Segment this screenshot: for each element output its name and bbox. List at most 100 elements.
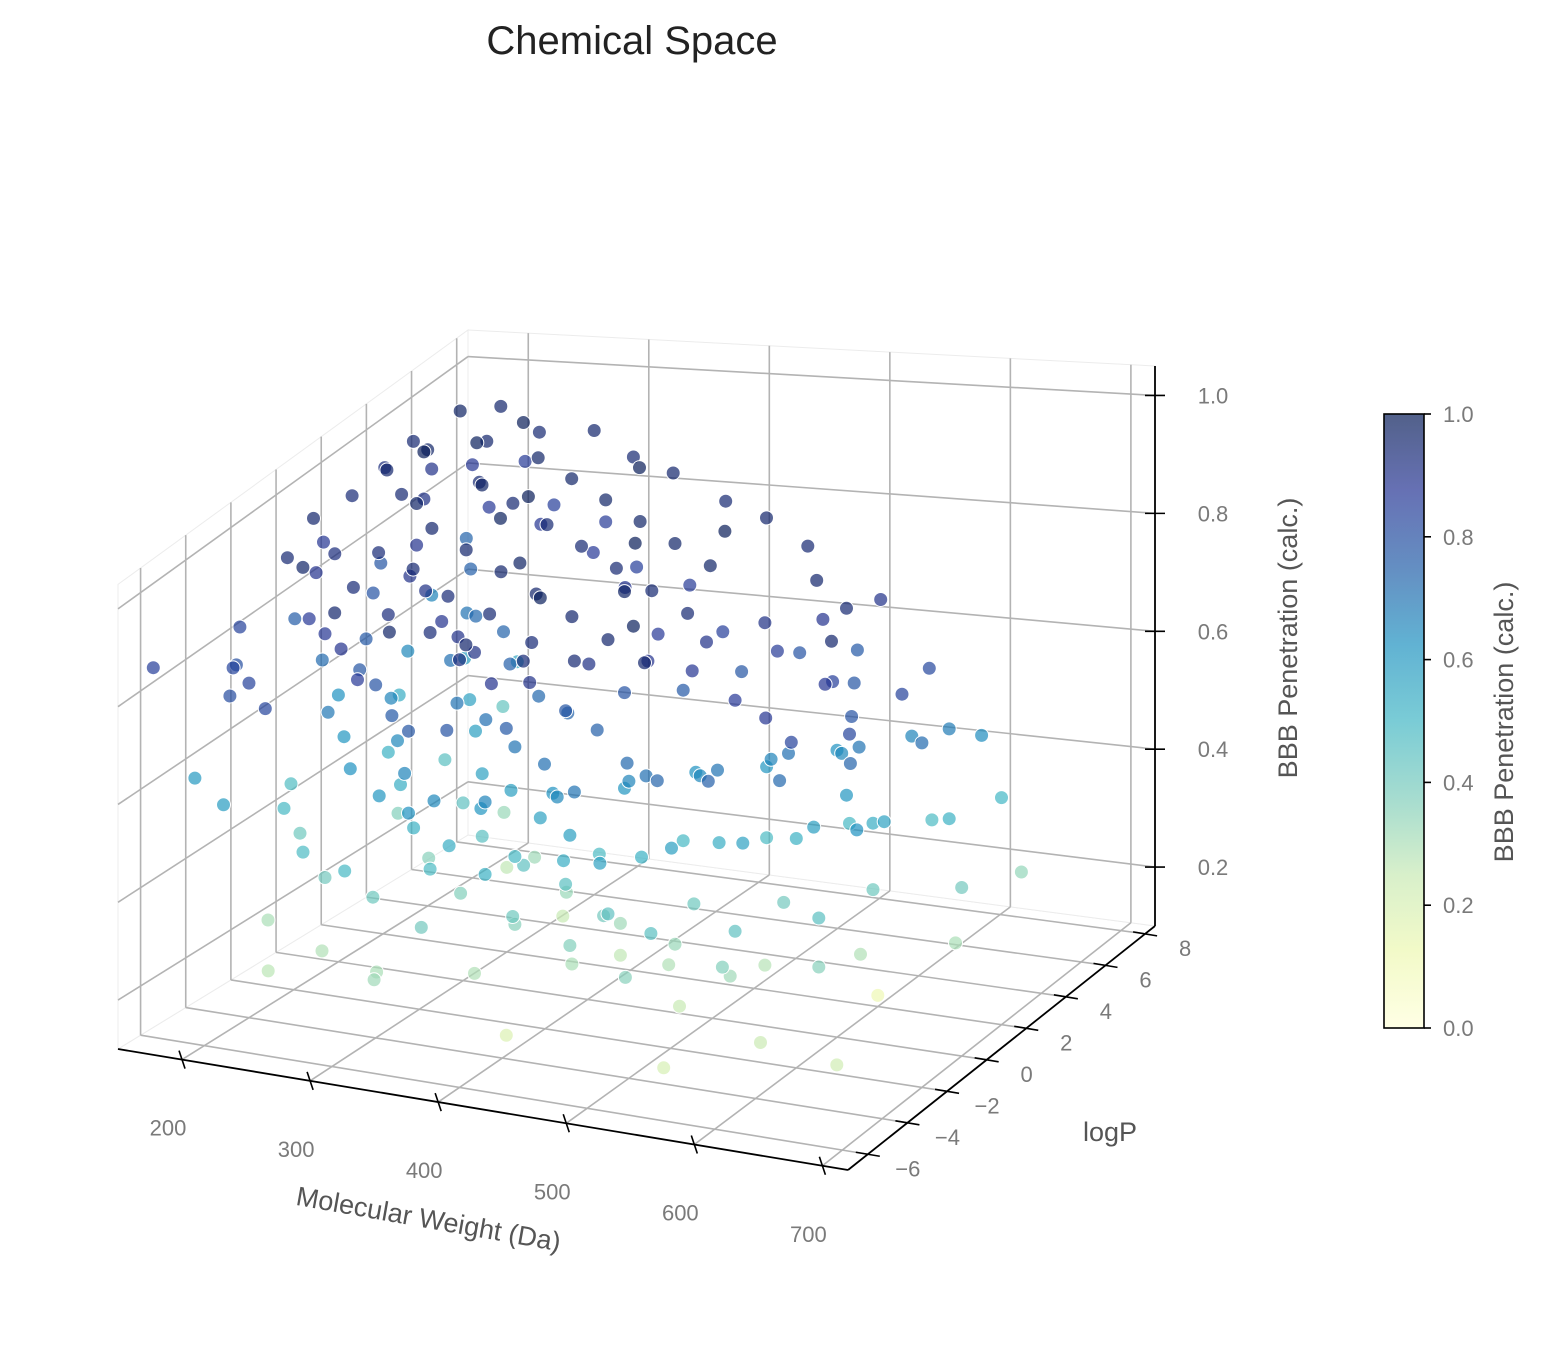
data-point <box>555 908 571 924</box>
data-point <box>842 756 858 771</box>
data-point <box>498 1027 514 1043</box>
data-point <box>549 789 565 805</box>
data-point <box>564 956 580 972</box>
data-point <box>416 444 432 460</box>
data-point <box>474 477 490 493</box>
data-point <box>496 804 512 820</box>
data-point <box>717 523 733 539</box>
data-point <box>817 676 833 692</box>
data-point <box>612 947 628 963</box>
data-point <box>941 721 957 737</box>
y-tick-label: −4 <box>935 1125 960 1150</box>
z-tick-label: 0.2 <box>1198 855 1229 880</box>
data-point <box>894 686 910 702</box>
data-point <box>680 605 696 621</box>
data-point <box>517 453 533 469</box>
y-grid-floor <box>230 979 948 1093</box>
data-point <box>954 880 970 895</box>
data-point <box>667 936 683 952</box>
data-point <box>566 653 582 669</box>
data-point <box>714 959 730 975</box>
x-tick-label: 200 <box>150 1116 187 1141</box>
data-point <box>520 489 536 505</box>
data-point <box>921 660 937 676</box>
y-tick-mark <box>1053 994 1079 1000</box>
x-grid-floor <box>181 842 529 1061</box>
data-point <box>643 926 659 941</box>
data-point <box>495 699 511 714</box>
data-point <box>366 972 382 988</box>
data-point <box>424 520 440 536</box>
data-point <box>562 827 578 843</box>
data-point <box>295 559 311 575</box>
data-point <box>800 538 816 554</box>
data-point <box>337 863 353 879</box>
data-point <box>317 870 333 885</box>
data-point <box>664 840 679 856</box>
data-point <box>381 624 397 640</box>
colorbar-frame <box>1383 413 1425 1029</box>
y-tick-mark <box>895 1119 920 1126</box>
data-point <box>474 828 490 844</box>
data-point <box>753 1035 768 1050</box>
data-point <box>406 820 422 836</box>
data-point <box>216 797 231 813</box>
data-point <box>627 535 643 551</box>
data-point <box>702 558 718 574</box>
data-point <box>566 784 582 800</box>
data-point <box>336 729 352 745</box>
data-point <box>344 488 360 504</box>
y-tick-mark <box>855 1151 880 1158</box>
data-point <box>941 811 957 827</box>
data-point <box>530 450 546 466</box>
scatter-points <box>145 398 1029 1076</box>
x-grid-floor <box>565 890 891 1124</box>
x-tick-mark <box>178 1050 186 1069</box>
y-tick-label: 6 <box>1139 967 1151 992</box>
data-point <box>727 923 743 939</box>
data-point <box>232 619 248 635</box>
data-point <box>515 415 531 430</box>
y-grid-floor <box>411 868 1106 967</box>
data-point <box>873 592 889 607</box>
data-point <box>853 946 868 962</box>
z-grid-back <box>467 568 1156 633</box>
data-point <box>452 403 468 419</box>
colorbar-label: BBB Penetration (calc.) <box>1489 582 1519 863</box>
data-point <box>598 492 614 508</box>
data-point <box>260 963 276 979</box>
y-grid-floor <box>275 951 987 1061</box>
data-point <box>556 853 571 869</box>
data-point <box>301 611 317 627</box>
data-point <box>532 590 548 606</box>
colorbar-tick-label: 0.8 <box>1443 525 1474 550</box>
x-tick-mark <box>690 1135 699 1154</box>
data-point <box>842 726 857 742</box>
data-point <box>482 606 498 622</box>
y-grid-floor <box>456 841 1146 935</box>
data-point <box>467 965 482 981</box>
data-point <box>783 734 799 750</box>
data-point <box>769 643 785 659</box>
data-point <box>503 782 519 798</box>
data-point <box>734 664 750 680</box>
data-point <box>458 637 474 653</box>
data-point <box>586 423 602 438</box>
data-point <box>667 536 683 551</box>
data-point <box>592 855 608 871</box>
data-point <box>413 919 429 935</box>
data-point <box>493 510 508 526</box>
data-point <box>522 675 538 690</box>
data-point <box>496 624 511 640</box>
data-point <box>426 793 442 809</box>
x-tick-mark <box>434 1092 442 1112</box>
data-point <box>384 708 400 724</box>
data-point <box>515 653 531 669</box>
data-point <box>924 812 940 828</box>
data-point <box>632 460 647 476</box>
data-point <box>558 703 574 719</box>
data-point <box>539 517 555 533</box>
data-point <box>839 787 854 803</box>
data-point <box>400 643 416 659</box>
data-point <box>558 876 574 892</box>
